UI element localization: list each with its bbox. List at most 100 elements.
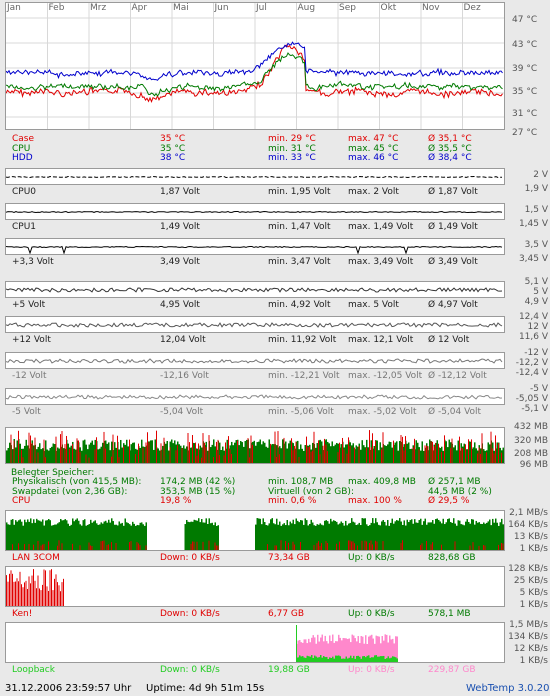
download-bar xyxy=(72,543,73,550)
memory-bar xyxy=(384,445,386,463)
voltage-series xyxy=(6,175,503,179)
network-name: Loopback xyxy=(12,665,55,675)
upload-bar xyxy=(129,524,131,550)
voltage-chart xyxy=(5,316,505,333)
upload-bar xyxy=(193,519,195,550)
upload-bar xyxy=(372,638,374,662)
download-bar xyxy=(321,657,323,662)
upload-bar xyxy=(372,518,374,550)
cpu-bar xyxy=(192,435,193,463)
memory-bar xyxy=(420,450,422,463)
upload-bar xyxy=(315,643,317,662)
download-bar xyxy=(375,655,377,662)
download-bar xyxy=(342,658,344,662)
cpu-bar xyxy=(348,437,349,463)
memory-bar xyxy=(40,449,42,463)
memory-legend-name: Physikalisch (von 415,5 MB): xyxy=(12,477,142,487)
download-bar xyxy=(55,574,57,606)
cpu-bar xyxy=(213,457,214,463)
upload-bar xyxy=(394,521,396,550)
network-axis-label: 1 KB/s xyxy=(519,656,548,666)
download-bar xyxy=(351,658,353,662)
download-bar xyxy=(309,656,311,662)
upload-bar xyxy=(390,639,392,662)
download-bar xyxy=(311,655,313,662)
upload-bar xyxy=(365,635,367,662)
upload-bar xyxy=(441,523,443,550)
download-bar xyxy=(332,656,334,662)
memory-bar xyxy=(91,440,93,463)
upload-bar xyxy=(334,520,336,550)
download-bar xyxy=(31,575,33,606)
upload-bar xyxy=(463,525,465,550)
download-bar xyxy=(502,543,504,550)
upload-bar xyxy=(374,643,376,662)
upload-bar xyxy=(258,518,260,550)
voltage-current: 4,95 Volt xyxy=(160,300,200,310)
memory-bar xyxy=(48,450,50,463)
voltage-min: min. -12,21 Volt xyxy=(268,371,340,381)
download-bar xyxy=(214,542,216,550)
upload-bar xyxy=(349,522,351,550)
cpu-bar xyxy=(393,440,394,463)
upload-bar xyxy=(103,521,105,550)
memory-bar xyxy=(51,446,53,463)
download-bar xyxy=(318,541,319,550)
upload-bar xyxy=(189,522,191,550)
cpu-bar xyxy=(196,455,198,463)
cpu-bar xyxy=(195,442,196,463)
upload-bar xyxy=(285,525,287,550)
voltage-min: min. 1,47 Volt xyxy=(268,222,331,232)
voltage-axis-label: 5 V xyxy=(533,287,548,297)
memory-bar xyxy=(316,443,318,463)
memory-legend-min: min. 0,6 % xyxy=(268,496,317,506)
cpu-bar xyxy=(129,439,130,463)
memory-bar xyxy=(58,448,60,463)
download-bar xyxy=(484,545,486,550)
upload-bar xyxy=(81,525,83,550)
cpu-bar xyxy=(358,446,360,463)
upload-bar xyxy=(51,525,53,550)
voltage-name: CPU1 xyxy=(12,222,37,232)
download-bar xyxy=(382,541,384,550)
download-bar xyxy=(339,541,340,550)
upload-bar xyxy=(360,636,362,662)
temp-legend-min: min. 31 °C xyxy=(268,143,316,154)
memory-bar xyxy=(442,450,444,463)
memory-bar xyxy=(396,441,398,463)
memory-bar xyxy=(447,447,449,463)
memory-bar xyxy=(211,444,213,463)
upload-bar xyxy=(280,525,282,550)
memory-bar xyxy=(496,442,498,463)
download-bar xyxy=(472,542,474,550)
upload-bar xyxy=(139,522,141,550)
download-bar xyxy=(370,540,372,550)
memory-bar xyxy=(288,443,290,463)
temp-legend-avg: Ø 38,4 °C xyxy=(428,153,472,163)
network-down: Down: 0 KB/s xyxy=(160,609,220,619)
temp-axis-label: 27 °C xyxy=(512,128,538,138)
memory-bar xyxy=(190,447,192,463)
memory-bar xyxy=(193,443,195,463)
upload-bar xyxy=(90,519,92,550)
memory-bar xyxy=(121,447,123,463)
upload-bar xyxy=(255,524,257,550)
voltage-min: min. -5,06 Volt xyxy=(268,407,334,417)
upload-bar xyxy=(389,635,391,662)
download-bar xyxy=(357,655,359,662)
cpu-bar xyxy=(21,450,22,463)
upload-bar xyxy=(342,637,344,662)
memory-bar xyxy=(256,442,258,463)
network-axis-label: 164 KB/s xyxy=(508,520,548,530)
memory-bar xyxy=(108,442,110,463)
month-label: Jan xyxy=(7,3,21,13)
memory-bar xyxy=(334,444,336,463)
temp-axis-label: 39 °C xyxy=(512,64,538,74)
webtemp-brand-link[interactable]: WebTemp 3.0.20 xyxy=(466,683,550,694)
cpu-bar xyxy=(427,446,429,463)
upload-bar xyxy=(445,522,447,550)
upload-bar xyxy=(136,524,138,550)
download-bar xyxy=(320,655,322,662)
memory-bar xyxy=(46,449,48,463)
voltage-axis-label: 12,4 V xyxy=(518,312,548,322)
